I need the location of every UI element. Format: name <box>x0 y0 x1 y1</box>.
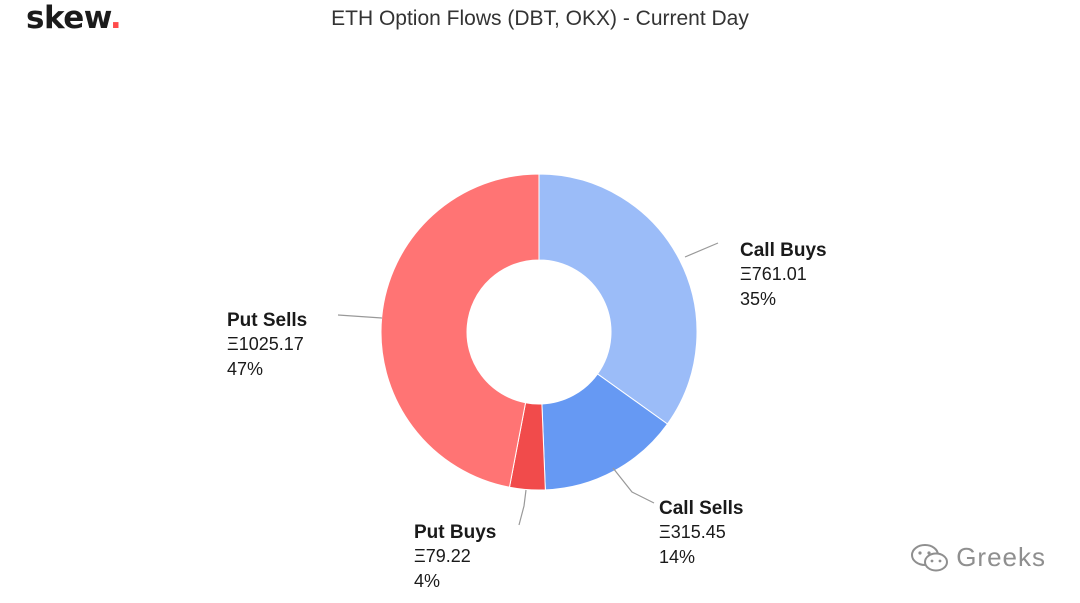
labels-group: Call Buys Ξ761.01 35% Call Sells Ξ315.45 14% P… <box>227 240 827 591</box>
label-name-call-buys: Call Buys <box>740 240 827 261</box>
logo-text: skew <box>26 0 110 36</box>
slice-put-sells[interactable] <box>380 173 540 488</box>
slice-call-buys[interactable] <box>538 173 698 425</box>
label-percent-call-sells: 14% <box>659 547 695 567</box>
slices-group <box>380 173 698 491</box>
wechat-icon <box>911 543 949 571</box>
label-name-put-sells: Put Sells <box>227 310 307 331</box>
label-name-put-buys: Put Buys <box>414 522 496 543</box>
label-percent-put-buys: 4% <box>414 571 440 591</box>
label-name-call-sells: Call Sells <box>659 498 744 519</box>
skew-logo: skew. <box>26 0 122 36</box>
label-value-call-buys: Ξ761.01 <box>740 264 807 284</box>
watermark: Greeks <box>910 542 1046 573</box>
watermark-text: Greeks <box>956 542 1046 572</box>
connector-call-sells <box>612 467 655 504</box>
logo-dot: . <box>109 0 122 36</box>
label-value-put-sells: Ξ1025.17 <box>227 334 304 354</box>
connector-put-sells <box>337 314 383 319</box>
connector-call-buys <box>684 242 719 258</box>
connectors-group <box>337 242 719 526</box>
label-value-call-sells: Ξ315.45 <box>659 522 726 542</box>
label-percent-put-sells: 47% <box>227 359 263 379</box>
label-value-put-buys: Ξ79.22 <box>414 546 471 566</box>
chart-title: ETH Option Flows (DBT, OKX) - Current Da… <box>331 7 749 30</box>
connector-put-buys <box>518 489 527 526</box>
label-percent-call-buys: 35% <box>740 289 776 309</box>
